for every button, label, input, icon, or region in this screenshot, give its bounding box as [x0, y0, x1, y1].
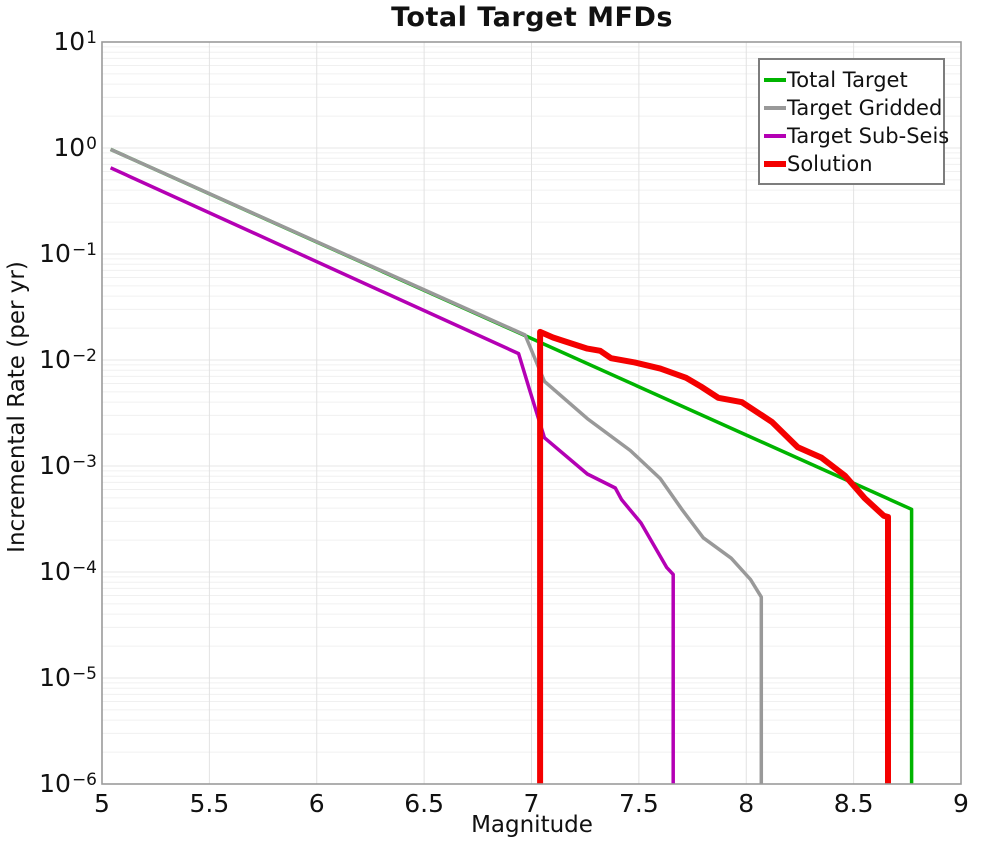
x-axis-title: Magnitude	[471, 812, 593, 838]
y-tick-label: 10−4	[39, 557, 97, 586]
y-tick-label: 10−2	[39, 345, 97, 374]
x-tick-label: 7	[523, 789, 540, 818]
legend-label: Total Target	[787, 68, 908, 92]
x-tick-label: 5.5	[189, 789, 230, 818]
y-tick-label: 100	[53, 133, 97, 162]
y-tick-label: 10−6	[39, 769, 97, 798]
legend-item-target-gridded: Target Gridded	[764, 94, 943, 122]
y-tick-label: 10−5	[39, 663, 97, 692]
legend-item-solution: Solution	[764, 150, 939, 178]
x-tick-label: 8.5	[833, 789, 874, 818]
x-tick-label: 6	[308, 789, 325, 818]
y-tick-label: 101	[53, 27, 97, 56]
x-tick-label: 7.5	[618, 789, 659, 818]
legend-line-swatch	[764, 134, 786, 138]
x-tick-label: 5	[94, 789, 110, 818]
series-solution-line	[537, 328, 891, 784]
series-target-sub-seis-line	[109, 166, 675, 784]
x-tick-label: 9	[953, 789, 969, 818]
legend-line-swatch	[764, 78, 786, 82]
legend-item-total-target: Total Target	[764, 66, 939, 94]
chart-title: Total Target MFDs	[391, 2, 673, 33]
y-tick-label: 10−3	[39, 451, 97, 480]
plot-border	[101, 41, 962, 785]
legend: Total Target Target Gridded Target Sub-Sei…	[758, 58, 949, 185]
x-tick-label: 8	[738, 789, 755, 818]
legend-label: Target Gridded	[787, 96, 943, 120]
legend-item-target-sub-seis: Target Sub-Seis	[764, 122, 949, 150]
legend-label: Solution	[787, 152, 873, 176]
legend-label: Target Sub-Seis	[787, 124, 950, 148]
legend-line-swatch	[764, 161, 786, 167]
x-tick-label: 6.5	[404, 789, 444, 818]
legend-line-swatch	[764, 106, 786, 110]
y-tick-label: 10−1	[39, 239, 97, 268]
